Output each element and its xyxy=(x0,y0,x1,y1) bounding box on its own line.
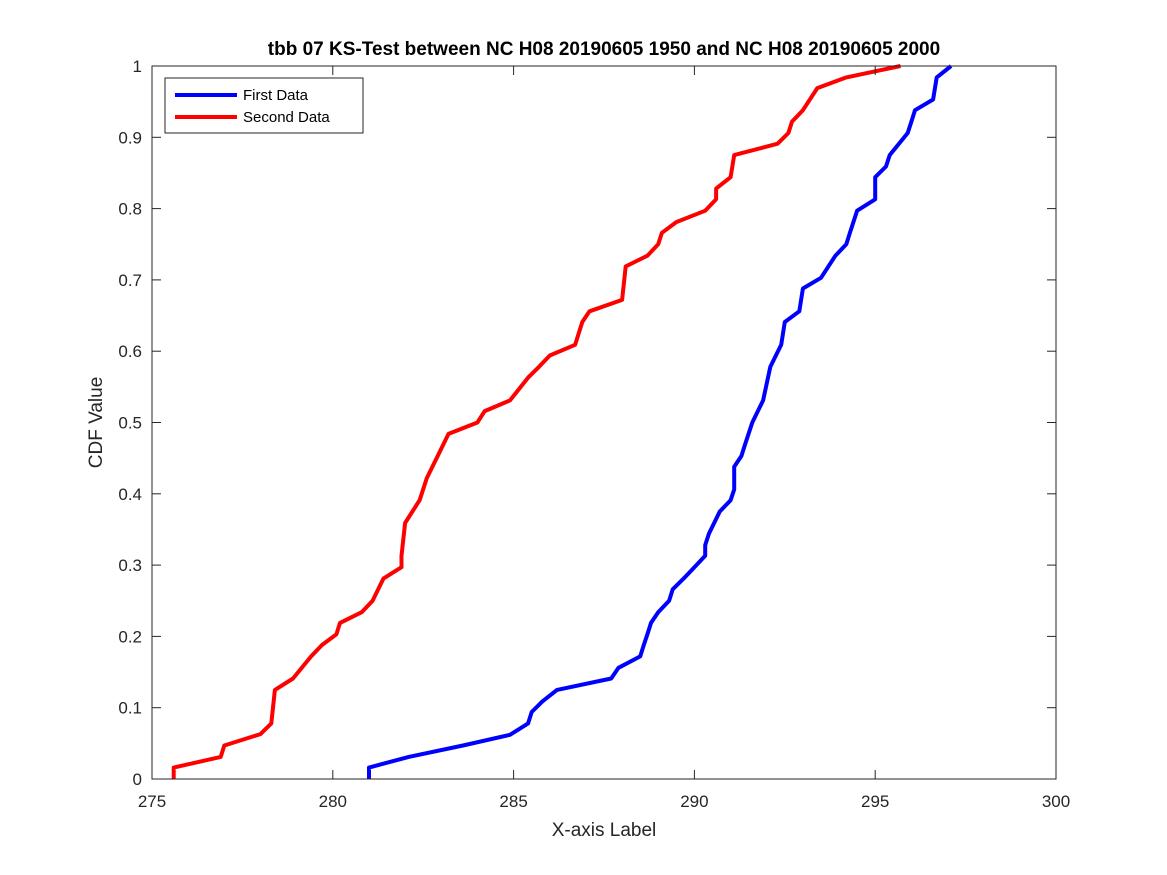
legend-entry-2: Second Data xyxy=(243,109,330,126)
y-tick-label: 0.5 xyxy=(118,414,142,433)
y-tick-label: 0.1 xyxy=(118,699,142,718)
chart-title: tbb 07 KS-Test between NC H08 20190605 1… xyxy=(268,39,940,60)
x-tick-label: 275 xyxy=(138,792,166,811)
x-tick-label: 295 xyxy=(861,792,889,811)
y-tick-label: 0.6 xyxy=(118,342,142,361)
y-tick-label: 1 xyxy=(133,57,142,76)
x-tick-label: 280 xyxy=(319,792,347,811)
legend-entry-1: First Data xyxy=(243,87,309,104)
series-line-2 xyxy=(171,64,901,779)
series-layer xyxy=(171,64,953,779)
legend-box xyxy=(164,77,364,134)
y-tick-label: 0 xyxy=(133,770,142,789)
x-axis-label: X-axis Label xyxy=(552,820,657,841)
y-tick-label: 0.9 xyxy=(118,128,142,147)
x-tick-label: 300 xyxy=(1042,792,1070,811)
x-axis: 275 280 285 290 295 300 xyxy=(138,66,1070,811)
y-tick-label: 0.7 xyxy=(118,271,142,290)
y-axis-label: CDF Value xyxy=(86,377,107,469)
y-axis: 0 0.1 0.2 0.3 0.4 0.5 0.6 0.7 0.8 0.9 1 xyxy=(118,57,1056,789)
y-tick-label: 0.2 xyxy=(118,627,142,646)
x-tick-label: 285 xyxy=(499,792,527,811)
series-line-1 xyxy=(367,64,953,779)
plot-area xyxy=(152,66,1056,779)
y-tick-label: 0.8 xyxy=(118,200,142,219)
y-tick-label: 0.3 xyxy=(118,556,142,575)
y-tick-label: 0.4 xyxy=(118,485,142,504)
legend: First Data Second Data xyxy=(164,77,364,134)
x-tick-label: 290 xyxy=(680,792,708,811)
